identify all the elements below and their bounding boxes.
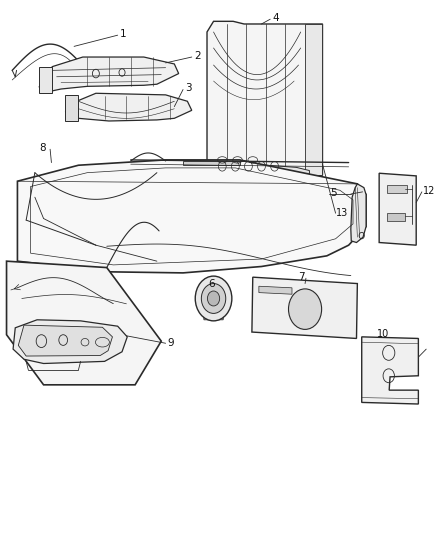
- Circle shape: [208, 291, 219, 306]
- Polygon shape: [387, 213, 405, 221]
- Text: 7: 7: [299, 272, 305, 282]
- Polygon shape: [13, 320, 127, 364]
- Polygon shape: [379, 173, 416, 245]
- Polygon shape: [207, 21, 322, 179]
- Text: 9: 9: [167, 338, 173, 348]
- Circle shape: [289, 289, 321, 329]
- Polygon shape: [252, 277, 357, 338]
- Polygon shape: [7, 261, 161, 385]
- Polygon shape: [18, 325, 113, 356]
- Polygon shape: [203, 311, 224, 320]
- Polygon shape: [305, 24, 322, 175]
- Text: 13: 13: [336, 208, 349, 218]
- Text: 2: 2: [194, 51, 201, 61]
- Text: 6: 6: [208, 279, 215, 288]
- Text: 3: 3: [185, 84, 192, 93]
- Polygon shape: [65, 95, 78, 121]
- Circle shape: [195, 276, 232, 321]
- Polygon shape: [207, 161, 309, 179]
- Polygon shape: [387, 185, 407, 193]
- Polygon shape: [65, 93, 192, 121]
- Text: 10: 10: [377, 329, 389, 339]
- Text: 5: 5: [330, 188, 336, 198]
- Polygon shape: [18, 160, 366, 273]
- Circle shape: [201, 284, 226, 313]
- Polygon shape: [259, 286, 292, 294]
- Text: 4: 4: [272, 13, 279, 23]
- Polygon shape: [351, 184, 366, 243]
- Text: 12: 12: [423, 187, 435, 196]
- Polygon shape: [183, 161, 240, 165]
- Polygon shape: [362, 337, 418, 404]
- Polygon shape: [39, 57, 179, 93]
- Text: 1: 1: [120, 29, 127, 39]
- Text: 8: 8: [39, 143, 46, 153]
- Polygon shape: [39, 67, 52, 93]
